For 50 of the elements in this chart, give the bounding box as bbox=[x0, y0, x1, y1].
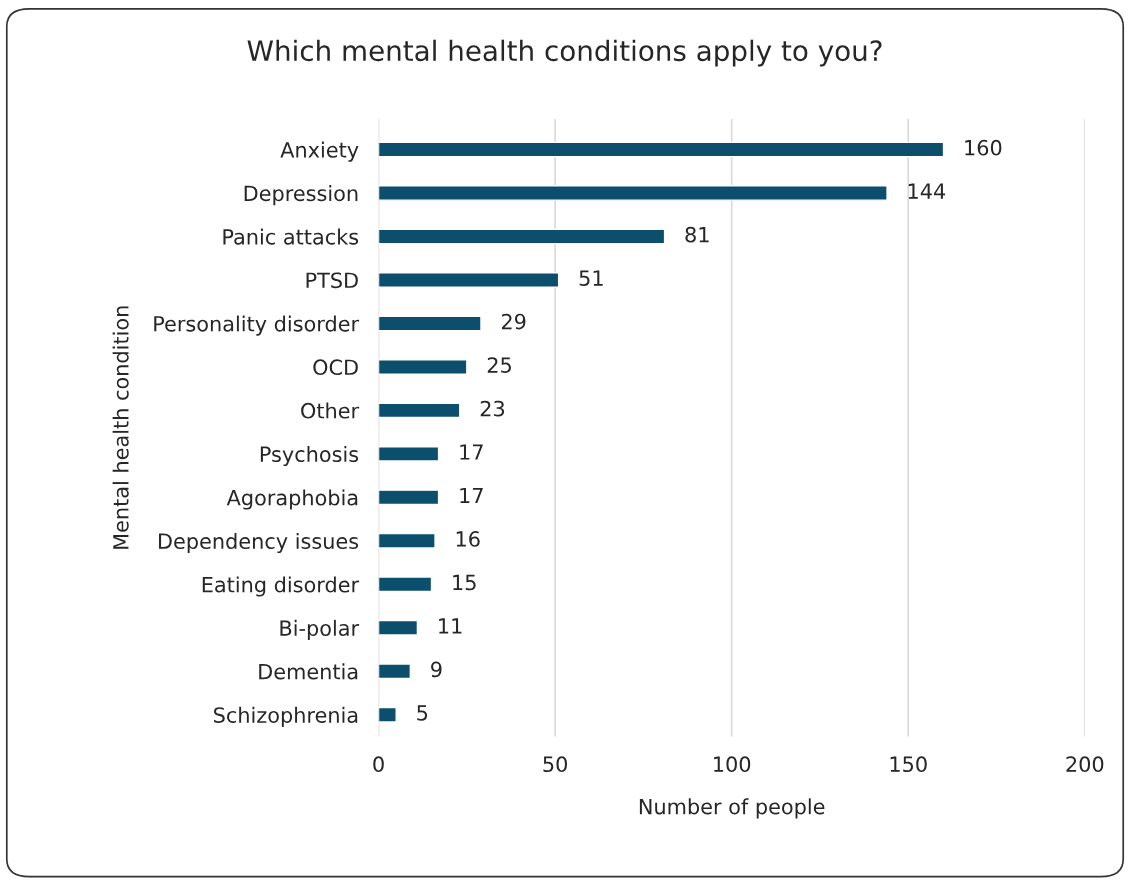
data-label: 9 bbox=[431, 661, 442, 678]
bar bbox=[378, 489, 440, 506]
data-label: 17 bbox=[460, 444, 483, 460]
y-tick-label: Dementia bbox=[259, 663, 358, 680]
bar bbox=[378, 359, 468, 375]
data-label: 15 bbox=[453, 574, 476, 591]
chart-title: Which mental health conditions apply to you? bbox=[247, 39, 882, 67]
y-tick-label: Panic attacks bbox=[223, 228, 359, 245]
y-tick-label: Dependency issues bbox=[159, 532, 359, 554]
x-tick-label: 150 bbox=[890, 756, 927, 773]
data-label: 16 bbox=[456, 531, 480, 547]
bar bbox=[378, 445, 440, 462]
y-tick-label: Anxiety bbox=[280, 141, 359, 162]
y-tick-label: Eating disorder bbox=[202, 576, 360, 597]
y-tick-label: Personality disorder bbox=[154, 315, 360, 336]
data-label: 160 bbox=[965, 139, 1002, 156]
bar bbox=[378, 706, 397, 723]
bar bbox=[378, 272, 560, 288]
data-label: 144 bbox=[908, 183, 946, 199]
bar bbox=[378, 619, 419, 636]
x-axis-title: Number of people bbox=[639, 798, 825, 819]
bar bbox=[378, 228, 666, 245]
y-axis-title: Mental health condition bbox=[112, 306, 129, 549]
bar bbox=[378, 185, 888, 201]
bar bbox=[378, 532, 436, 549]
y-tick-label: Schizophrenia bbox=[214, 706, 358, 727]
bar bbox=[378, 663, 412, 680]
y-tick-label: Other bbox=[301, 402, 360, 419]
y-tick-label: Psychosis bbox=[260, 445, 359, 467]
y-tick-label: Agoraphobia bbox=[226, 489, 358, 510]
data-label: 5 bbox=[417, 705, 428, 721]
y-tick-label: Bi-polar bbox=[280, 619, 360, 641]
bar bbox=[378, 402, 461, 419]
bar bbox=[378, 315, 482, 332]
y-tick-label: OCD bbox=[313, 359, 358, 376]
x-tick-label: 100 bbox=[714, 756, 751, 773]
data-label: 29 bbox=[501, 313, 526, 330]
x-tick-label: 0 bbox=[373, 756, 384, 773]
bar bbox=[378, 576, 433, 593]
data-label: 17 bbox=[460, 487, 483, 504]
data-label: 81 bbox=[685, 226, 709, 243]
y-tick-label: PTSD bbox=[306, 272, 358, 289]
data-label: 25 bbox=[487, 357, 511, 373]
data-label: 51 bbox=[579, 270, 603, 286]
bar bbox=[378, 141, 945, 158]
y-tick-label: Depression bbox=[244, 185, 358, 206]
data-label: 23 bbox=[480, 400, 505, 417]
x-tick-label: 50 bbox=[543, 756, 567, 773]
data-label: 11 bbox=[439, 618, 462, 634]
x-tick-label: 200 bbox=[1066, 756, 1104, 773]
